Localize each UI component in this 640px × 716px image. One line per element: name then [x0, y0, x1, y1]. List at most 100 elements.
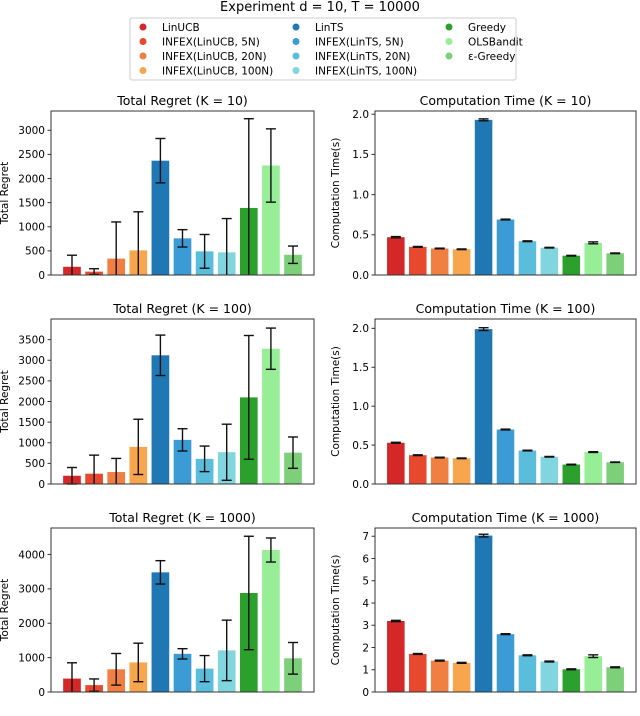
error-bar — [390, 235, 401, 239]
y-axis-label: Total Regret — [0, 579, 11, 642]
legend-label: LinTS — [315, 22, 344, 34]
bar — [474, 535, 493, 692]
bar — [584, 656, 603, 692]
bar — [430, 248, 449, 275]
y-tick-label: 3000 — [18, 355, 45, 367]
axes-frame — [374, 527, 637, 693]
error-bar — [544, 660, 555, 663]
legend-entry: LinTS — [292, 22, 344, 34]
y-tick-label: 1 — [362, 665, 369, 677]
legend-marker — [445, 38, 453, 45]
error-bar — [412, 245, 423, 248]
error-bar — [89, 454, 100, 484]
legend-label: Greedy — [468, 22, 506, 34]
bar — [540, 247, 559, 275]
y-tick-label: 0 — [38, 479, 45, 491]
y-tick-label: 7 — [362, 531, 369, 543]
error-bar — [434, 456, 445, 459]
y-tick-label: 500 — [25, 246, 45, 258]
subplot-3: Total Regret (K = 100) 0 500 1000 1500 2000 25… — [0, 301, 315, 491]
legend-marker — [139, 67, 147, 74]
bar — [430, 457, 449, 484]
bar — [606, 667, 624, 692]
bar — [173, 653, 192, 692]
legend-entry: INFEX(LinTS, 5N) — [292, 37, 404, 49]
axes-frame — [374, 318, 637, 485]
legend-label: INFEX(LinUCB, 100N) — [162, 66, 273, 78]
legend-label: INFEX(LinUCB, 20N) — [162, 51, 267, 63]
bar — [606, 253, 624, 275]
legend-marker — [139, 23, 147, 31]
legend: LinUCB INFEX(LinUCB, 5N) INFEX(LinUCB, 20N… — [129, 17, 523, 81]
error-bar — [566, 463, 577, 466]
y-tick-label: 2500 — [18, 376, 45, 388]
y-tick-label: 2000 — [18, 618, 45, 630]
error-bar — [288, 436, 299, 470]
error-bar — [412, 454, 423, 457]
bar — [562, 255, 581, 275]
error-bar — [566, 254, 577, 257]
error-bar — [478, 118, 489, 122]
error-bar — [566, 668, 577, 671]
suptitle: Experiment d = 10, T = 10000 — [220, 0, 420, 15]
y-tick-label: 0 — [38, 270, 45, 282]
y-axis-label: Total Regret — [0, 162, 11, 225]
bar — [474, 119, 493, 275]
error-bar — [89, 678, 100, 693]
bar — [151, 355, 170, 484]
y-tick-label: 2000 — [18, 173, 45, 185]
legend-entry: OLSBandit — [445, 37, 523, 49]
bar — [387, 621, 405, 692]
y-tick-label: 2000 — [18, 396, 45, 408]
bar — [562, 669, 581, 692]
error-bar — [221, 217, 232, 275]
y-axis-label: Computation Time(s) — [330, 346, 342, 457]
legend-marker — [292, 52, 300, 60]
legend-frame — [129, 17, 517, 81]
legend-label: INFEX(LinUCB, 5N) — [162, 37, 260, 49]
y-tick-label: 0.0 — [352, 270, 369, 282]
error-bar — [500, 428, 511, 431]
legend-marker — [292, 67, 300, 74]
error-bar — [412, 652, 423, 656]
y-tick-label: 0.5 — [352, 230, 369, 242]
error-bar — [288, 245, 299, 265]
bar — [262, 348, 280, 484]
bar — [518, 450, 537, 484]
error-bar — [288, 641, 299, 675]
bar — [496, 219, 515, 275]
error-bar — [177, 428, 188, 452]
error-bar — [199, 233, 210, 269]
legend-entry: INFEX(LinTS, 20N) — [292, 51, 410, 63]
error-bar — [111, 652, 122, 686]
error-bar — [155, 334, 166, 377]
y-tick-label: 0.5 — [352, 440, 369, 452]
error-bar — [500, 218, 511, 221]
subplot-title: Total Regret (K = 100) — [112, 301, 252, 316]
bar — [584, 452, 603, 484]
legend-marker — [445, 52, 453, 60]
error-bar — [133, 211, 144, 275]
error-bar — [265, 327, 276, 371]
error-bar — [155, 559, 166, 585]
error-bar — [478, 327, 489, 332]
y-tick-label: 1000 — [18, 222, 45, 234]
bar — [151, 572, 170, 692]
legend-entry: LinUCB — [139, 22, 200, 34]
legend-entry: INFEX(LinUCB, 20N) — [139, 51, 267, 63]
bar — [284, 254, 302, 275]
y-axis-label: Computation Time(s) — [330, 555, 342, 666]
legend-label: OLSBandit — [468, 37, 523, 49]
error-bar — [133, 418, 144, 476]
y-tick-label: 3500 — [18, 334, 45, 346]
y-tick-label: 1000 — [18, 652, 45, 664]
legend-marker — [139, 52, 147, 60]
bar — [284, 658, 302, 692]
error-bar — [199, 654, 210, 683]
y-tick-label: 2500 — [18, 149, 45, 161]
y-tick-label: 4 — [362, 598, 369, 610]
error-bar — [66, 662, 77, 692]
error-bar — [588, 241, 599, 245]
legend-entry: INFEX(LinUCB, 100N) — [139, 66, 273, 78]
